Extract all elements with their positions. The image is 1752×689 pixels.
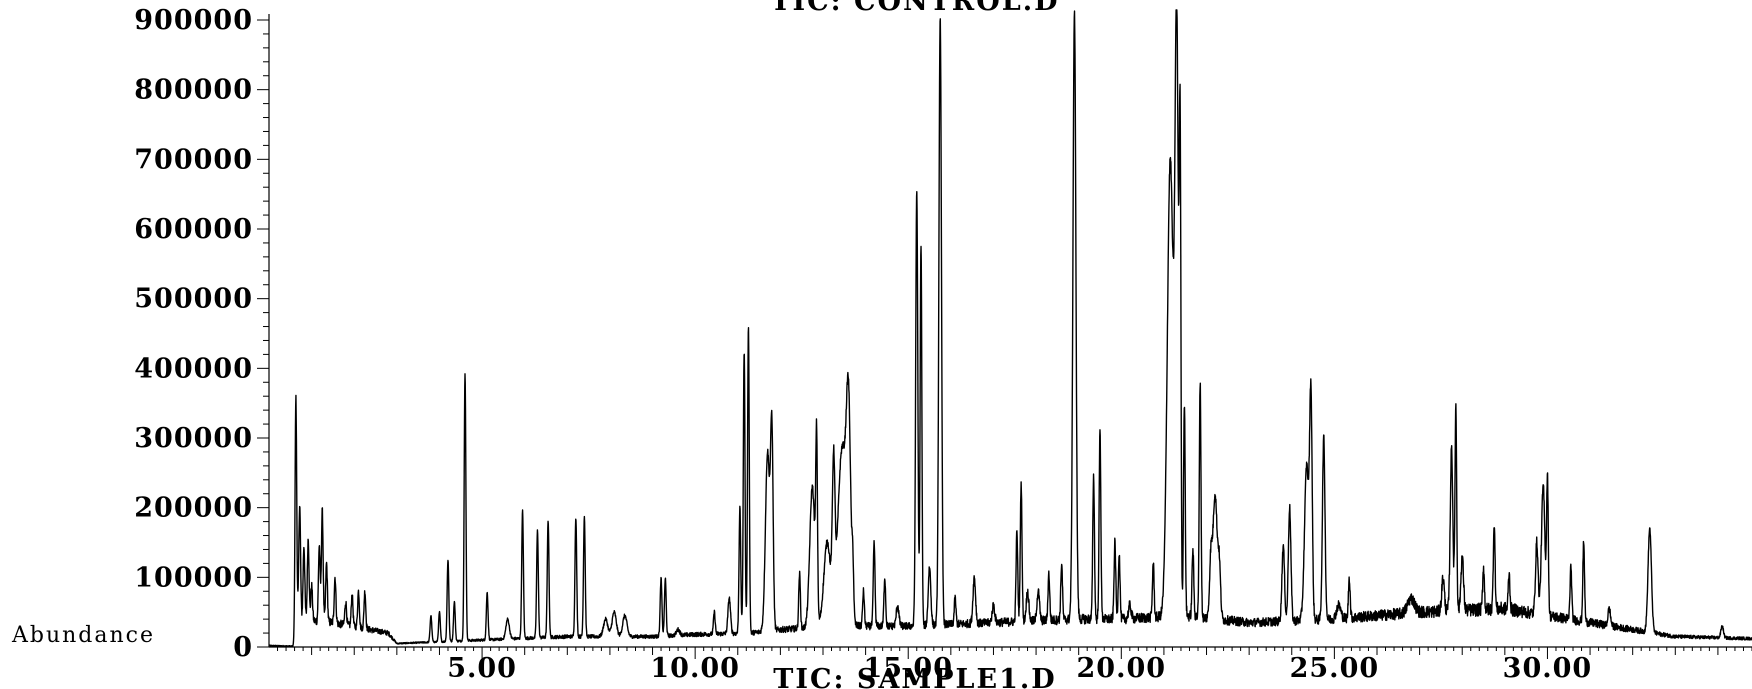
y-tick-label: 200000 [134,493,253,524]
x-tick-label: 30.00 [1503,653,1593,684]
y-tick-label: 100000 [134,562,253,593]
chart-subtitle: TIC: SAMPLE1.D [773,664,1056,689]
x-tick-label: 5.00 [447,653,517,684]
y-tick-label: 0 [233,632,253,663]
y-tick-label: 300000 [134,423,253,454]
x-tick-label: 10.00 [650,653,740,684]
x-tick-label: 25.00 [1290,653,1380,684]
y-axis: 0 100000 200000 300000 400000 500000 600000 700… [134,5,270,663]
y-axis-label: Abundance [11,623,155,648]
tic-trace-line [268,9,1752,648]
y-tick-label: 900000 [134,5,253,36]
y-tick-label: 600000 [134,214,253,245]
y-tick-label: 800000 [134,75,253,106]
x-axis: 5.00 10.00 15.00 20.00 25.00 30.00 [269,646,1752,684]
x-tick-label: 20.00 [1077,653,1167,684]
x-tick-label: 15.00 [863,653,953,684]
y-tick-label: 500000 [134,284,253,315]
y-tick-label: 700000 [134,144,253,175]
chart-title: TIC: CONTROL.D [770,0,1059,17]
y-tick-label: 400000 [134,353,253,384]
